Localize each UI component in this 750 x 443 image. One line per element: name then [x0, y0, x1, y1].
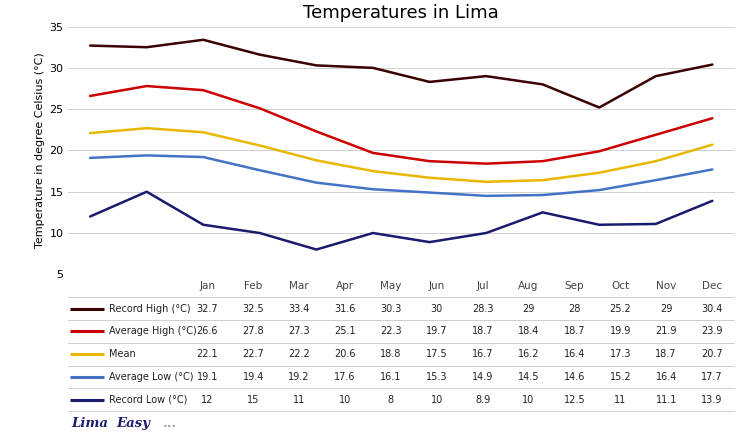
Text: Record High (°C): Record High (°C)	[109, 303, 190, 314]
Text: Jul: Jul	[476, 281, 489, 291]
Text: 19.2: 19.2	[288, 372, 310, 382]
Text: 33.4: 33.4	[288, 303, 310, 314]
Text: 11.1: 11.1	[656, 395, 676, 405]
Text: 18.4: 18.4	[518, 326, 539, 336]
Text: 8.9: 8.9	[475, 395, 490, 405]
Y-axis label: Temperature in degree Celsius (°C): Temperature in degree Celsius (°C)	[35, 53, 45, 249]
Text: 22.3: 22.3	[380, 326, 402, 336]
Text: 12.5: 12.5	[563, 395, 585, 405]
Text: 11: 11	[614, 395, 626, 405]
Text: May: May	[380, 281, 401, 291]
Text: 19.4: 19.4	[242, 372, 264, 382]
Text: Apr: Apr	[336, 281, 354, 291]
Text: 30: 30	[430, 303, 442, 314]
Text: 32.7: 32.7	[196, 303, 218, 314]
Text: 26.6: 26.6	[196, 326, 218, 336]
Text: 17.6: 17.6	[334, 372, 356, 382]
Text: 11: 11	[293, 395, 305, 405]
Text: Average Low (°C): Average Low (°C)	[109, 372, 194, 382]
Text: 22.2: 22.2	[288, 349, 310, 359]
Text: 10: 10	[430, 395, 442, 405]
Text: 18.7: 18.7	[472, 326, 494, 336]
Text: 17.5: 17.5	[426, 349, 448, 359]
Text: 16.4: 16.4	[564, 349, 585, 359]
Text: 30.4: 30.4	[701, 303, 723, 314]
Text: 28.3: 28.3	[472, 303, 494, 314]
Text: 16.4: 16.4	[656, 372, 676, 382]
Text: 19.1: 19.1	[196, 372, 218, 382]
Text: 14.6: 14.6	[564, 372, 585, 382]
Text: 25.1: 25.1	[334, 326, 356, 336]
Text: 23.9: 23.9	[701, 326, 723, 336]
Text: 32.5: 32.5	[242, 303, 264, 314]
Text: 28: 28	[568, 303, 580, 314]
Text: Oct: Oct	[611, 281, 629, 291]
Text: 16.1: 16.1	[380, 372, 401, 382]
Text: 16.2: 16.2	[518, 349, 539, 359]
Text: 10: 10	[522, 395, 535, 405]
Text: Nov: Nov	[656, 281, 676, 291]
Text: 30.3: 30.3	[380, 303, 401, 314]
Text: 22.7: 22.7	[242, 349, 264, 359]
Text: 29: 29	[660, 303, 672, 314]
Text: 15.2: 15.2	[610, 372, 631, 382]
Text: 12: 12	[201, 395, 214, 405]
Text: 27.3: 27.3	[288, 326, 310, 336]
Text: 17.3: 17.3	[610, 349, 631, 359]
Text: Easy: Easy	[116, 417, 150, 430]
Text: 22.1: 22.1	[196, 349, 218, 359]
Text: 8: 8	[388, 395, 394, 405]
Text: 19.9: 19.9	[610, 326, 631, 336]
Text: 20.7: 20.7	[701, 349, 723, 359]
Text: 17.7: 17.7	[701, 372, 723, 382]
Text: 19.7: 19.7	[426, 326, 448, 336]
Text: 25.2: 25.2	[610, 303, 632, 314]
Text: ...: ...	[163, 417, 177, 430]
Text: 16.7: 16.7	[472, 349, 494, 359]
Text: Sep: Sep	[565, 281, 584, 291]
Text: 29: 29	[522, 303, 535, 314]
Text: 27.8: 27.8	[242, 326, 264, 336]
Text: 15.3: 15.3	[426, 372, 448, 382]
Text: Jan: Jan	[200, 281, 215, 291]
Text: Average High (°C): Average High (°C)	[109, 326, 196, 336]
Text: Mean: Mean	[109, 349, 136, 359]
Text: Feb: Feb	[244, 281, 262, 291]
Text: Dec: Dec	[702, 281, 722, 291]
Title: Temperatures in Lima: Temperatures in Lima	[303, 4, 500, 22]
Text: Mar: Mar	[290, 281, 309, 291]
Text: 14.9: 14.9	[472, 372, 494, 382]
Text: 18.7: 18.7	[564, 326, 585, 336]
Text: Lima: Lima	[70, 417, 108, 430]
Text: Jun: Jun	[428, 281, 445, 291]
Text: 31.6: 31.6	[334, 303, 356, 314]
Text: 18.8: 18.8	[380, 349, 401, 359]
Text: Aug: Aug	[518, 281, 538, 291]
Text: 14.5: 14.5	[518, 372, 539, 382]
Text: 10: 10	[339, 395, 351, 405]
Text: 21.9: 21.9	[656, 326, 677, 336]
Text: 13.9: 13.9	[701, 395, 723, 405]
Text: Record Low (°C): Record Low (°C)	[109, 395, 188, 405]
Text: 20.6: 20.6	[334, 349, 356, 359]
Text: 18.7: 18.7	[656, 349, 677, 359]
Text: 15: 15	[247, 395, 259, 405]
